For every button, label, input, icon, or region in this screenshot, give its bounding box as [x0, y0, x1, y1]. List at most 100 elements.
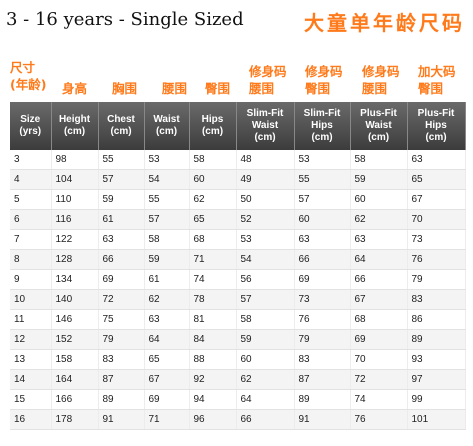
table-cell: 91: [98, 409, 145, 430]
cn-header-line: 臀围: [205, 81, 231, 96]
column-header-line: Chest: [107, 114, 135, 125]
table-cell: 72: [98, 289, 145, 310]
column-header-line: Waist: [365, 120, 392, 131]
table-cell: 76: [407, 249, 466, 270]
table-cell: 59: [144, 249, 190, 270]
table-cell: 70: [350, 349, 408, 370]
table-cell: 74: [189, 269, 237, 290]
table-cell: 146: [51, 309, 99, 330]
table-cell: 53: [144, 150, 190, 170]
table-cell: 10: [10, 289, 52, 310]
table-cell: 55: [98, 150, 145, 170]
page-title: 3 - 16 years - Single Sized: [6, 9, 244, 30]
table-cell: 88: [189, 349, 237, 370]
table-cell: 98: [51, 150, 99, 170]
table-cell: 58: [350, 150, 408, 170]
cn-header-2: 胸围: [112, 80, 137, 97]
table-cell: 60: [236, 349, 295, 370]
column-header-line: Waist: [251, 120, 279, 131]
table-cell: 94: [189, 389, 237, 410]
cn-header-line: 臀围: [418, 81, 444, 96]
cn-header-line: 修身码: [249, 64, 287, 79]
table-cell: 166: [51, 389, 99, 410]
table-row: 5 110 59 55 62 50 57 60 67: [10, 189, 466, 210]
table-cell: 63: [294, 229, 351, 250]
table-cell: 14: [10, 369, 52, 390]
table-cell: 89: [294, 389, 351, 410]
table-cell: 83: [407, 289, 466, 310]
table-cell: 59: [236, 329, 295, 350]
chinese-title: 大童单年龄尺码: [304, 11, 465, 35]
table-cell: 68: [350, 309, 408, 330]
column-header-line: (cm): [311, 132, 333, 143]
table-cell: 67: [144, 369, 190, 390]
table-cell: 60: [189, 169, 237, 190]
table-cell: 12: [10, 329, 52, 350]
table-cell: 62: [236, 369, 295, 390]
column-header-line: Height: [58, 114, 91, 125]
table-cell: 68: [189, 229, 237, 250]
table-cell: 65: [407, 169, 466, 190]
cn-header-line: 胸围: [112, 81, 138, 96]
column-header-line: Slim-Fit: [303, 108, 341, 119]
table-cell: 69: [98, 269, 145, 290]
table-cell: 66: [350, 269, 408, 290]
table-cell: 6: [10, 209, 52, 230]
table-cell: 70: [407, 209, 466, 230]
table-cell: 83: [294, 349, 351, 370]
cn-header-line: 腰围: [362, 81, 388, 96]
table-cell: 59: [98, 189, 145, 210]
column-header-line: Hips: [425, 120, 447, 131]
table-cell: 152: [51, 329, 99, 350]
table-row: 10 140 72 62 78 57 73 67 83: [10, 289, 466, 310]
cn-header-line: 加大码: [418, 64, 456, 79]
table-row: 4 104 57 54 60 49 55 59 65: [10, 169, 466, 190]
table-header-row: Size (yrs) Height (cm) Chest (cm) Waist (cm) Hip…: [10, 102, 466, 150]
column-header: Slim-Fit Hips (cm): [294, 102, 351, 150]
table-cell: 93: [407, 349, 466, 370]
table-row: 9 134 69 61 74 56 69 66 79: [10, 269, 466, 290]
column-header: Height (cm): [51, 102, 99, 150]
column-header-line: Size: [20, 114, 41, 125]
table-cell: 61: [98, 209, 145, 230]
table-cell: 99: [407, 389, 466, 410]
table-cell: 67: [407, 189, 466, 210]
table-cell: 71: [189, 249, 237, 270]
table-cell: 72: [350, 369, 408, 390]
table-cell: 71: [144, 409, 190, 430]
table-cell: 96: [189, 409, 237, 430]
cn-header-7: 修身码 腰围: [362, 63, 400, 97]
cn-header-5: 修身码 腰围: [249, 63, 287, 97]
table-cell: 87: [294, 369, 351, 390]
table-cell: 76: [294, 309, 351, 330]
table-cell: 56: [236, 269, 295, 290]
table-row: 15 166 89 69 94 64 89 74 99: [10, 389, 466, 410]
table-row: 11 146 75 63 81 58 76 68 86: [10, 309, 466, 330]
table-cell: 75: [98, 309, 145, 330]
column-header: Waist (cm): [144, 102, 190, 150]
table-cell: 81: [189, 309, 237, 330]
table-cell: 54: [144, 169, 190, 190]
table-cell: 58: [144, 229, 190, 250]
column-header-line: (cm): [63, 126, 86, 137]
column-header-line: Plus-Fit: [417, 108, 455, 119]
table-cell: 63: [350, 229, 408, 250]
table-cell: 86: [407, 309, 466, 330]
table-cell: 140: [51, 289, 99, 310]
table-cell: 104: [51, 169, 99, 190]
table-cell: 57: [294, 189, 351, 210]
chinese-header-row: 尺寸 (年龄) 身高 胸围 腰围 臀围 修身码 腰围 修身码 臀围 修身码 腰围 加大码 臀围: [0, 58, 473, 100]
table-cell: 53: [294, 150, 351, 170]
table-cell: 60: [294, 209, 351, 230]
column-header-line: (yrs): [19, 126, 42, 137]
table-cell: 92: [189, 369, 237, 390]
table-cell: 66: [236, 409, 295, 430]
cn-header-line: 身高: [62, 81, 88, 96]
table-cell: 78: [189, 289, 237, 310]
table-cell: 62: [189, 189, 237, 210]
cn-header-line: 尺寸: [10, 60, 36, 75]
table-cell: 15: [10, 389, 52, 410]
table-row: 12 152 79 64 84 59 79 69 89: [10, 329, 466, 350]
table-cell: 64: [350, 249, 408, 270]
table-cell: 60: [350, 189, 408, 210]
